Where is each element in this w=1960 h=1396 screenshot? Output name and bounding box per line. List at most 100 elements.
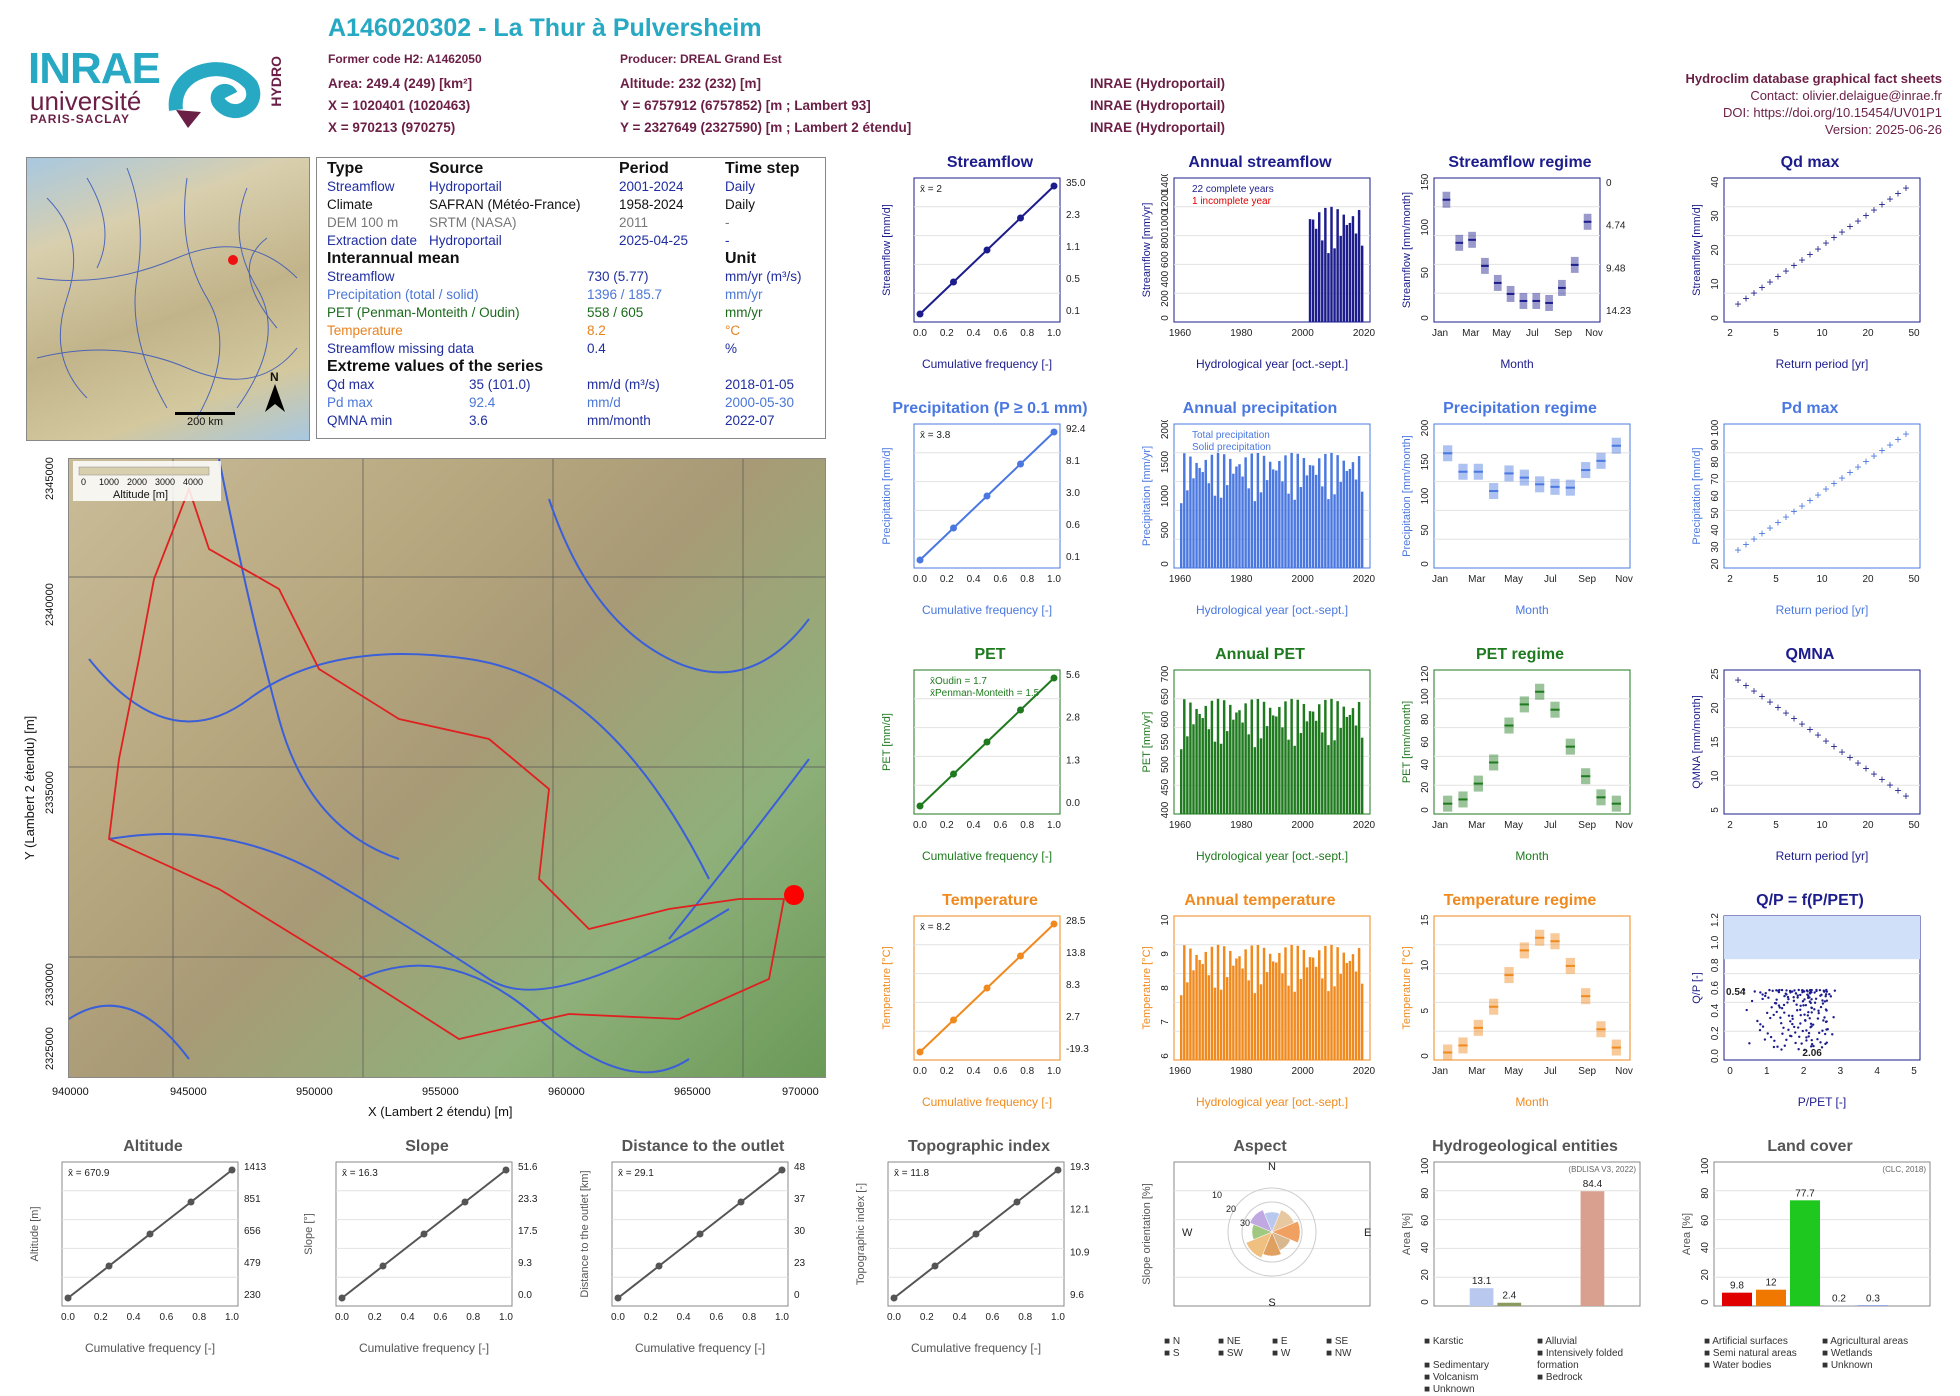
y-tick-label: 80: [1420, 1187, 1431, 1199]
y-tick-label: 60: [1420, 1214, 1431, 1226]
scatter-point: [1776, 1046, 1778, 1048]
y-tick-label: 150: [1420, 174, 1431, 190]
hydrogeology-title: Hydrogeological entities: [1400, 1138, 1650, 1156]
x-tick-label: May: [1504, 574, 1523, 585]
annual-bar: [1263, 702, 1265, 814]
mean-missing-label: Streamflow missing data: [327, 340, 474, 358]
mean-missing-unit: %: [725, 340, 737, 358]
pd-max-title: Pd max: [1690, 400, 1930, 418]
y-tick-label: 6: [1160, 1053, 1171, 1059]
scatter-point: [1795, 992, 1797, 994]
category-bar: [1790, 1200, 1820, 1306]
annual-bar: [1201, 964, 1203, 1060]
scatter-point: +: [1734, 673, 1741, 687]
scatter-point: [1807, 1035, 1809, 1037]
mean-precip-value: 1396 / 185.7: [587, 286, 662, 304]
map-xtick: 940000: [52, 1086, 89, 1098]
scatter-point: [1772, 990, 1774, 992]
x-tick-label: 1.0: [1047, 820, 1061, 831]
annual-bar: [1309, 957, 1311, 1060]
x-tick-label: 0.0: [913, 574, 927, 585]
doi: DOI: https://doi.org/10.15454/UV01P1: [1686, 104, 1942, 121]
x-tick-label: 20: [1862, 574, 1874, 585]
scatter-point: +: [1902, 789, 1909, 803]
x-axis-label: Cumulative frequency [-]: [911, 1341, 1041, 1355]
row-extraction-source: Hydroportail: [429, 232, 502, 250]
y-axis-label: Precipitation [mm/d]: [1691, 447, 1703, 544]
annual-bar: [1343, 461, 1345, 568]
annual-bar: [1352, 462, 1354, 568]
x-tick-label: 0.8: [1020, 820, 1034, 831]
scatter-point: [1802, 1004, 1804, 1006]
scatter-point: +: [1862, 761, 1869, 775]
x-axis-label: Return period [yr]: [1776, 849, 1869, 863]
ring-label: 30: [1240, 1218, 1250, 1228]
scatter-point: [1788, 1014, 1790, 1016]
x-axis-label: Cumulative frequency [-]: [635, 1341, 765, 1355]
annual-bar: [1205, 952, 1207, 1060]
scatter-point: [1822, 1019, 1824, 1021]
y-tick-label: 0.2: [1710, 1026, 1721, 1040]
annual-bar: [1327, 991, 1329, 1060]
scatter-point: [1819, 989, 1821, 991]
scatter-point: [1826, 1041, 1828, 1043]
annual-bar: [1306, 475, 1308, 568]
annual-bar: [1330, 453, 1332, 568]
annual-bar: [1241, 477, 1243, 568]
y-tick-label: 100: [1700, 1158, 1711, 1174]
slope-title: Slope: [302, 1138, 552, 1156]
annual-bar: [1349, 961, 1351, 1060]
scatter-point: [1809, 992, 1811, 994]
scatter-point: [1768, 989, 1770, 991]
x-tick-label: 0.8: [1020, 1066, 1034, 1077]
row-dem-type: DEM 100 m: [327, 214, 398, 232]
x-tick-label: 0.4: [127, 1312, 141, 1323]
annual-bar: [1306, 967, 1308, 1060]
scatter-point: [1786, 1001, 1788, 1003]
annual-bar: [1284, 455, 1286, 568]
annual-bar: [1198, 468, 1200, 568]
y-tick-label: 800: [1160, 232, 1171, 249]
annual-bar: [1358, 702, 1360, 814]
scatter-point: [1773, 1040, 1775, 1042]
scatter-point: +: [1886, 192, 1893, 206]
aspect-legend: ■ N■ NE■ E■ SE■ S■ SW■ W■ NW: [1164, 1336, 1380, 1360]
row-climate-source: SAFRAN (Météo-France): [429, 196, 581, 214]
annual-bar: [1263, 456, 1265, 568]
scatter-point: [1785, 992, 1787, 994]
annual-bar: [1352, 954, 1354, 1060]
y-tick-label: 500: [1160, 521, 1171, 538]
row-dem-period: 2011: [619, 214, 648, 232]
mean-streamflow-value: 730 (5.77): [587, 268, 649, 286]
scatter-point: [1821, 1030, 1823, 1032]
map-ytick: 2340000: [44, 583, 56, 626]
scatter-point: [1820, 1006, 1822, 1008]
annual-bar: [1361, 492, 1363, 568]
annual-bar: [1183, 945, 1185, 1060]
map-xticks: 940000 945000 950000 955000 960000 96500…: [52, 1086, 832, 1102]
scatter-point: [1770, 1036, 1772, 1038]
right-tick-label: 14.23: [1606, 306, 1631, 317]
scatter-point: +: [1790, 712, 1797, 726]
extreme-qmna-label: QMNA min: [327, 412, 392, 430]
right-tick-label: 656: [244, 1226, 261, 1237]
scatter-point: +: [1886, 778, 1893, 792]
scatter-point: +: [1862, 455, 1869, 469]
x-tick-label: 0.8: [1020, 328, 1034, 339]
x-tick-label: 2000: [1292, 574, 1315, 585]
legend-entry: 1 incomplete year: [1192, 196, 1272, 207]
row-climate-period: 1958-2024: [619, 196, 684, 214]
unit-title: Unit: [725, 250, 756, 268]
annual-bar: [1346, 225, 1348, 322]
y-tick-label: 1500: [1160, 450, 1171, 473]
annual-bar: [1293, 500, 1295, 568]
x-tick-label: 1980: [1230, 1066, 1253, 1077]
legend-entry: x̄Penman-Monteith = 1.5: [930, 688, 1040, 699]
right-tick-label: 4.74: [1606, 221, 1626, 232]
annual-bar: [1300, 979, 1302, 1060]
x-tick-label: 0.4: [953, 1312, 967, 1323]
scatter-point: +: [1806, 247, 1813, 261]
scatter-point: [1780, 1048, 1782, 1050]
